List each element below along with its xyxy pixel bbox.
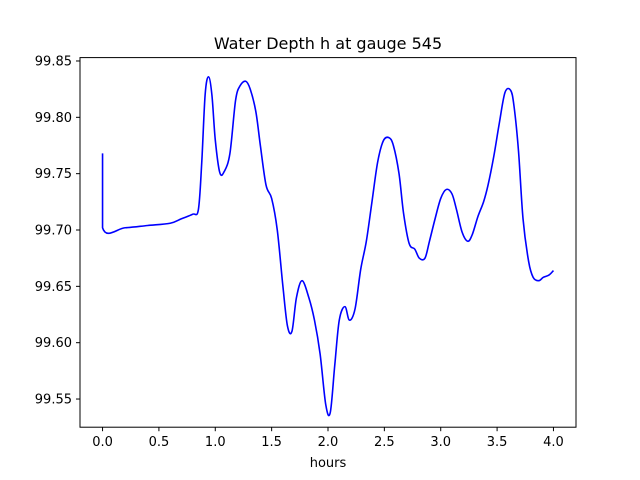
- y-axis-ticks: 99.55 99.60 99.65 99.70 99.75 99.80 99.85: [35, 54, 80, 408]
- x-axis-ticks: 0.0 0.5 1.0 1.5 2.0 2.5 3.0 3.5 4.0: [92, 427, 564, 450]
- series-lines: [101, 75, 555, 417]
- x-tick-label: 0.0: [92, 435, 113, 450]
- x-tick-label: 4.0: [543, 435, 564, 450]
- y-tick-label: 99.65: [35, 280, 72, 295]
- y-tick-label: 99.60: [35, 336, 72, 351]
- y-tick-label: 99.70: [35, 224, 72, 239]
- x-tick-label: 0.5: [149, 435, 170, 450]
- x-axis-label: hours: [310, 456, 347, 471]
- y-tick-label: 99.55: [35, 393, 72, 408]
- y-tick-label: 99.75: [35, 167, 72, 182]
- x-tick-label: 2.0: [318, 435, 339, 450]
- x-tick-label: 2.5: [374, 435, 395, 450]
- series-line-0: [101, 75, 555, 417]
- chart-title: Water Depth h at gauge 545: [214, 34, 442, 53]
- x-tick-label: 1.0: [205, 435, 226, 450]
- x-tick-label: 3.0: [430, 435, 451, 450]
- x-tick-label: 3.5: [487, 435, 508, 450]
- x-tick-label: 1.5: [261, 435, 282, 450]
- y-tick-label: 99.85: [35, 54, 72, 69]
- y-tick-label: 99.80: [35, 111, 72, 126]
